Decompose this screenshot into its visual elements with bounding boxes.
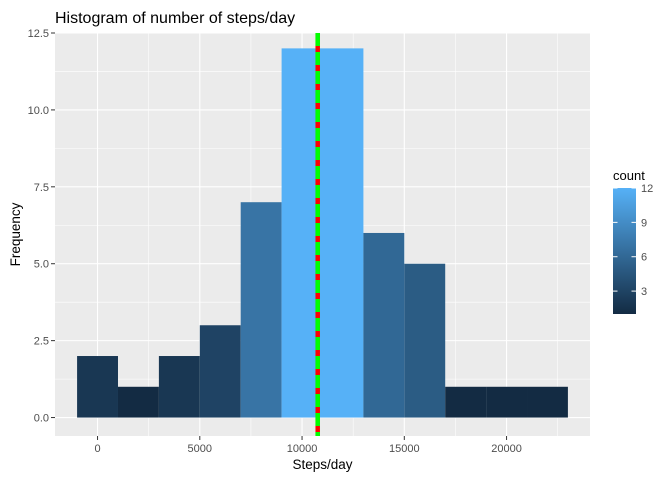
x-tick-label: 5000 [188, 443, 212, 455]
y-tick-label: 0.0 [34, 413, 49, 425]
legend-title: count [613, 168, 645, 183]
legend-colorbar [613, 188, 636, 314]
histogram-bar [158, 356, 200, 418]
legend-tick-label: 9 [641, 217, 647, 229]
chart-title: Histogram of number of steps/day [55, 10, 295, 27]
histogram-bar [486, 386, 528, 418]
x-tick-label: 20000 [491, 443, 522, 455]
x-tick-label: 15000 [389, 443, 420, 455]
histogram-bar [445, 386, 487, 418]
histogram-bar [363, 232, 405, 418]
x-axis-title: Steps/day [292, 457, 352, 472]
histogram-bar [404, 263, 446, 418]
x-tick-label: 10000 [287, 443, 318, 455]
histogram-bar [527, 386, 568, 418]
histogram-bar [199, 325, 241, 418]
histogram-bar [240, 202, 282, 418]
x-tick-label: 0 [94, 443, 100, 455]
y-tick-label: 12.5 [28, 28, 49, 40]
y-tick-label: 5.0 [34, 259, 49, 271]
histogram-bar [322, 48, 364, 418]
legend-tick-label: 6 [641, 252, 647, 264]
y-tick-label: 2.5 [34, 336, 49, 348]
y-axis-title: Frequency [8, 202, 23, 266]
legend: count 3 6 9 12 [613, 168, 653, 314]
legend-ticks: 3 6 9 12 [613, 183, 653, 298]
y-axis-ticks: 0.0 2.5 5.0 7.5 10.0 12.5 [28, 28, 55, 425]
histogram-bar [77, 356, 118, 418]
y-tick-label: 10.0 [28, 105, 49, 117]
legend-tick-label: 3 [641, 286, 647, 298]
legend-tick-label: 12 [641, 183, 653, 195]
histogram-bar [117, 386, 159, 418]
x-axis-ticks: 0 5000 10000 15000 20000 [94, 436, 522, 455]
y-tick-label: 7.5 [34, 182, 49, 194]
